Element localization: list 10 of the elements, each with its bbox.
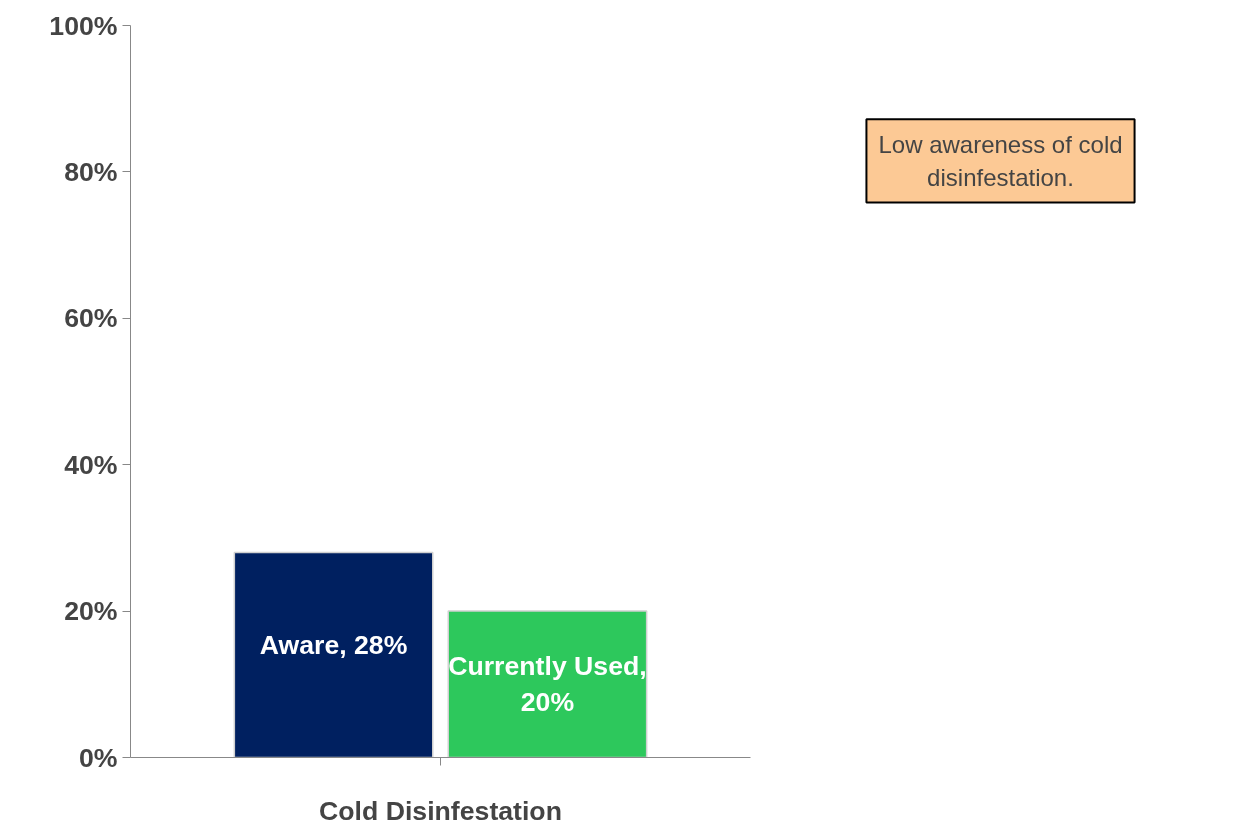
y-tick-label: 100% [49,10,118,41]
data-label: Aware, 28% [259,629,408,660]
y-tick-label: 20% [64,596,118,627]
y-tick-label: 60% [64,303,118,334]
data-label: Currently Used, 20% [448,651,647,718]
y-tick-label: 40% [64,449,118,480]
text: Low awareness of cold disinfestation. [878,131,1123,191]
y-tick-label: 80% [64,156,118,187]
y-tick-label: 0% [78,742,118,773]
x-tick-label: Cold Disinfestation [319,795,562,826]
